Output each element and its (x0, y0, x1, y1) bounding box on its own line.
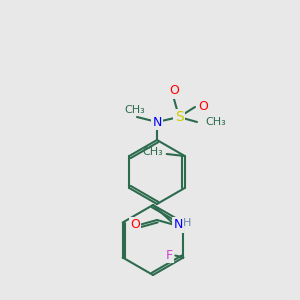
Text: F: F (166, 249, 173, 262)
Text: CH₃: CH₃ (142, 147, 163, 157)
Text: H: H (183, 218, 191, 228)
Text: CH₃: CH₃ (205, 117, 226, 127)
Text: N: N (173, 218, 183, 232)
Text: O: O (169, 85, 179, 98)
Text: CH₃: CH₃ (124, 105, 146, 115)
Text: O: O (130, 218, 140, 232)
Text: N: N (152, 116, 162, 128)
Text: O: O (198, 100, 208, 113)
Text: S: S (175, 110, 183, 124)
